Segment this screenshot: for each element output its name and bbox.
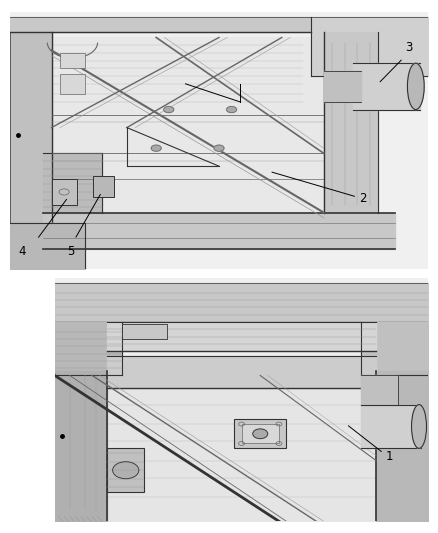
Circle shape (113, 462, 139, 479)
Bar (242, 424, 279, 443)
Text: 1: 1 (385, 450, 393, 463)
Bar (107, 448, 145, 492)
Text: 3: 3 (405, 41, 413, 54)
Circle shape (164, 107, 174, 112)
Text: 5: 5 (67, 245, 74, 258)
Bar (60, 74, 85, 94)
Ellipse shape (412, 405, 427, 448)
Circle shape (253, 429, 268, 439)
Ellipse shape (407, 63, 424, 110)
Text: 2: 2 (359, 192, 367, 205)
Bar (234, 419, 286, 448)
Circle shape (214, 145, 224, 151)
Circle shape (151, 145, 161, 151)
Bar (122, 325, 167, 339)
Text: 4: 4 (18, 245, 26, 258)
Bar (93, 176, 114, 197)
Bar (52, 179, 77, 205)
Circle shape (226, 107, 237, 112)
Bar (60, 53, 85, 68)
